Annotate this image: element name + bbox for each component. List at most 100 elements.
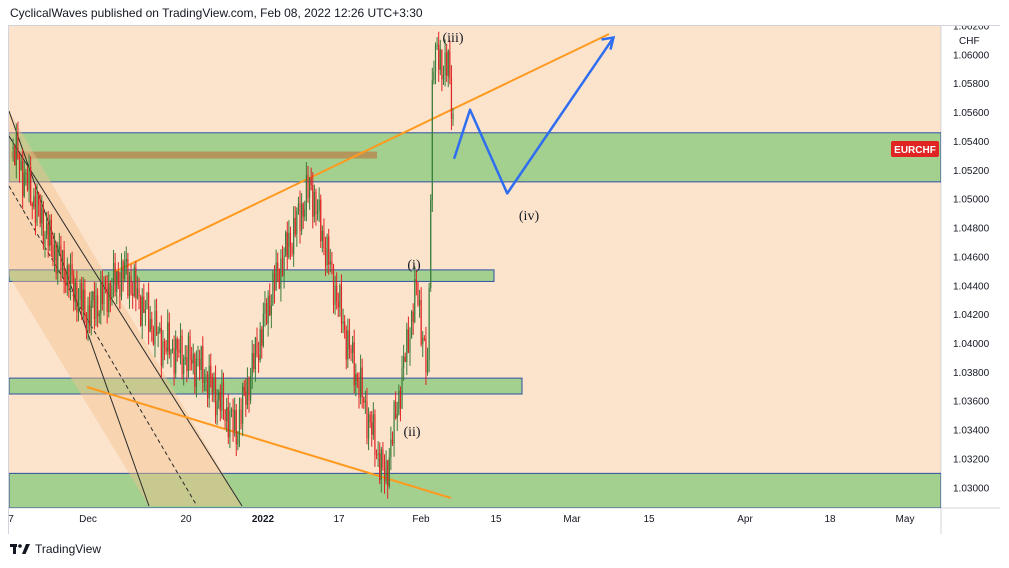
candle-body xyxy=(299,203,301,232)
candle-body xyxy=(160,327,162,366)
candle-body xyxy=(336,285,338,301)
time-tick-label: 2022 xyxy=(252,514,275,525)
candle-body xyxy=(159,327,161,332)
upper-trendline xyxy=(113,33,610,273)
candle-body xyxy=(60,245,62,271)
candle-body xyxy=(119,284,121,297)
time-tick-label: Dec xyxy=(79,514,97,525)
candle-body xyxy=(230,409,233,411)
candle-body xyxy=(401,367,403,409)
candle-body xyxy=(342,321,344,324)
time-tick-label: 15 xyxy=(490,514,502,525)
candle-body xyxy=(398,390,400,415)
candle-body xyxy=(133,267,135,296)
time-tick-label: 18 xyxy=(824,514,836,525)
candle-body xyxy=(157,331,159,335)
candle-body xyxy=(26,172,29,190)
candle-body xyxy=(288,232,290,258)
time-axis-background[interactable] xyxy=(9,508,1000,534)
candle-body xyxy=(85,313,88,331)
candle-body xyxy=(410,311,413,338)
candle-body xyxy=(355,374,357,386)
candle-body xyxy=(79,283,81,300)
candle-body xyxy=(326,236,328,266)
candle-body xyxy=(395,402,397,419)
candle-body xyxy=(240,409,242,425)
time-tick-label: Mar xyxy=(563,514,581,525)
candle-body xyxy=(359,367,362,398)
candle-body xyxy=(165,347,167,352)
candle-body xyxy=(450,77,453,119)
candle-body xyxy=(323,230,325,249)
price-tick-label: 1.04600 xyxy=(953,252,990,263)
candle-body xyxy=(173,348,175,374)
wave-label: (i) xyxy=(407,258,421,273)
candle-body xyxy=(425,338,427,373)
candle-body xyxy=(407,329,410,353)
symbol-badge-text: EURCHF xyxy=(894,145,936,156)
projection-path xyxy=(452,36,615,195)
candle-body xyxy=(65,282,67,286)
publish-header: CyclicalWaves published on TradingView.c… xyxy=(10,6,423,20)
time-tick-label: 17 xyxy=(333,514,345,525)
candle-body xyxy=(186,357,188,371)
candle-body xyxy=(163,341,166,348)
candle-body xyxy=(296,211,298,235)
candle-body xyxy=(208,365,210,399)
candle-body xyxy=(128,276,131,297)
candle-body xyxy=(285,232,287,256)
price-tick-label: 1.06200 xyxy=(953,26,990,33)
candle-body xyxy=(310,177,312,186)
tradingview-brand-text: TradingView xyxy=(35,542,102,556)
wave-labels: (i) (ii) (iii) (iv) xyxy=(403,31,539,440)
candle-body xyxy=(350,348,352,353)
candle-body xyxy=(227,407,229,438)
candle-body xyxy=(104,281,107,288)
highlight-box xyxy=(11,151,377,159)
symbol-badge[interactable]: EURCHF xyxy=(891,141,939,157)
candle-body xyxy=(194,354,196,387)
tradingview-footer[interactable]: TradingView xyxy=(10,542,101,556)
price-zone xyxy=(9,269,495,282)
candle-body xyxy=(379,453,381,481)
candle-body xyxy=(101,282,103,305)
candle-body xyxy=(238,409,241,436)
candle-body xyxy=(31,203,33,207)
candle-body xyxy=(14,146,16,166)
candle-body xyxy=(358,380,360,398)
candle-body xyxy=(218,391,220,401)
candle-body xyxy=(275,262,277,291)
candle-body xyxy=(206,374,209,399)
candle-body xyxy=(151,318,153,329)
candle-body xyxy=(436,44,438,46)
candle-body xyxy=(36,192,38,223)
candle-body xyxy=(320,199,322,242)
candle-body xyxy=(315,191,317,215)
price-chart[interactable]: (i)(ii)(iii)(iv) 1.062001.060001.058001.… xyxy=(9,26,1000,534)
candle-body xyxy=(312,185,314,217)
candle-body xyxy=(22,160,24,197)
candle-body xyxy=(232,409,234,431)
candle-body xyxy=(74,282,76,302)
candle-body xyxy=(84,289,86,314)
candle-body xyxy=(154,310,156,345)
candle-body xyxy=(141,296,143,326)
candle-body xyxy=(332,264,335,305)
candle-body xyxy=(242,386,244,425)
candle-body xyxy=(50,219,52,246)
candle-body xyxy=(135,267,137,299)
candle-body xyxy=(380,449,382,481)
candle-body xyxy=(219,391,221,411)
candle-body xyxy=(245,391,247,405)
candle-body xyxy=(90,300,92,326)
price-axis-background[interactable] xyxy=(941,26,1000,508)
wave-label: (iv) xyxy=(519,209,540,224)
candle-body xyxy=(374,414,376,455)
candle-body xyxy=(390,439,392,458)
candle-body xyxy=(254,337,256,370)
candle-body xyxy=(246,377,249,405)
candle-body xyxy=(318,199,320,211)
candle-body xyxy=(305,174,307,210)
candle-body xyxy=(183,359,185,374)
candle-body xyxy=(257,354,260,361)
